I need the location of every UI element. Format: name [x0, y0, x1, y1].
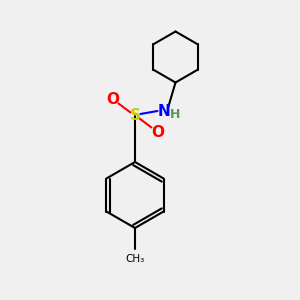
- Text: O: O: [106, 92, 119, 106]
- Text: CH₃: CH₃: [125, 254, 145, 264]
- Text: S: S: [130, 108, 140, 123]
- Text: H: H: [170, 107, 181, 121]
- Text: O: O: [151, 124, 164, 140]
- Text: N: N: [158, 103, 171, 118]
